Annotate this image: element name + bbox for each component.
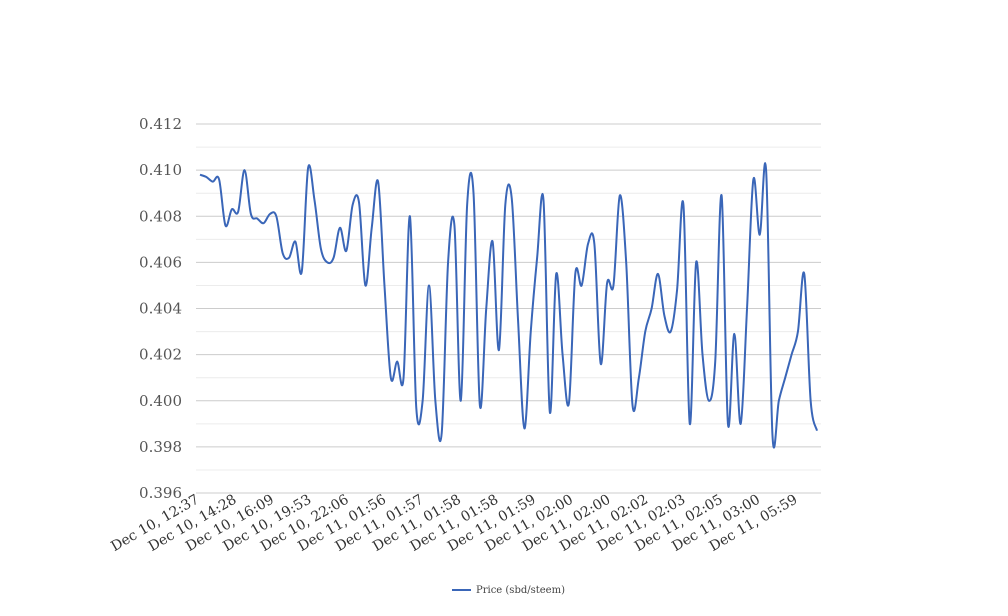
y-tick-label: 0.404 [139, 300, 182, 318]
y-tick-label: 0.396 [139, 484, 182, 502]
gridlines [196, 123, 821, 494]
legend-label-price: Price (sbd/steem) [476, 585, 565, 596]
y-tick-label: 0.400 [139, 392, 182, 410]
y-tick-label: 0.398 [139, 438, 182, 456]
y-tick-label: 0.402 [139, 346, 182, 364]
y-tick-label: 0.406 [139, 253, 182, 271]
y-tick-label: 0.412 [139, 115, 182, 133]
y-axis-ticks: 0.396 0.398 0.400 0.402 0.404 0.406 0.408 0.410… [139, 115, 182, 502]
series-lines [199, 162, 818, 449]
y-tick-label: 0.408 [139, 207, 182, 225]
series-line-price [199, 162, 818, 449]
y-tick-label: 0.410 [139, 161, 182, 179]
legend: Price (sbd/steem) [452, 585, 565, 596]
